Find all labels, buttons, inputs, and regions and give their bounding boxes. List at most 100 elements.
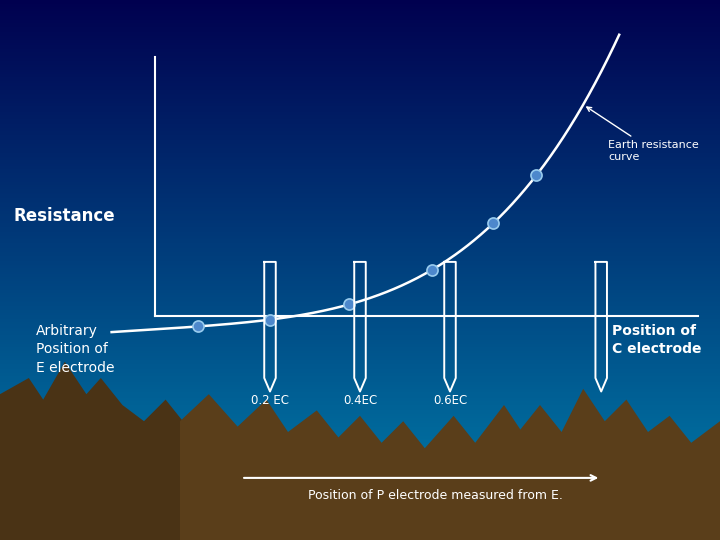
Bar <box>0 204 720 205</box>
Bar <box>0 201 720 204</box>
Bar <box>0 434 720 436</box>
Bar <box>0 515 720 517</box>
Bar <box>0 115 720 117</box>
Bar <box>0 173 720 174</box>
Bar <box>0 455 720 457</box>
Polygon shape <box>180 394 540 540</box>
Bar <box>0 238 720 239</box>
Bar <box>0 72 720 74</box>
Bar <box>0 54 720 56</box>
Bar <box>0 259 720 261</box>
Bar <box>0 511 720 513</box>
Bar <box>0 333 720 335</box>
Bar <box>0 18 720 20</box>
Bar <box>0 248 720 250</box>
Bar <box>0 304 720 306</box>
Bar <box>0 320 720 322</box>
Bar <box>0 470 720 471</box>
Text: 0.2 EC: 0.2 EC <box>251 394 289 407</box>
Bar <box>0 85 720 86</box>
Bar <box>0 342 720 344</box>
Bar <box>0 531 720 533</box>
Bar <box>0 193 720 194</box>
Bar <box>0 508 720 509</box>
Bar <box>0 535 720 536</box>
Bar <box>0 398 720 400</box>
Bar <box>0 58 720 59</box>
Bar <box>0 366 720 367</box>
Bar <box>0 525 720 528</box>
Bar <box>0 157 720 158</box>
Bar <box>0 255 720 258</box>
Bar <box>0 522 720 524</box>
Bar <box>0 158 720 160</box>
Bar <box>0 49 720 50</box>
Bar <box>0 61 720 63</box>
Bar <box>0 482 720 484</box>
Bar <box>0 481 720 482</box>
Bar <box>0 407 720 409</box>
Bar <box>0 486 720 488</box>
Bar <box>0 322 720 324</box>
Bar <box>0 347 720 349</box>
Bar <box>0 498 720 501</box>
Bar <box>0 86 720 88</box>
Bar <box>0 437 720 439</box>
Bar <box>0 34 720 36</box>
Bar <box>0 108 720 110</box>
Bar <box>0 155 720 157</box>
Bar <box>0 356 720 358</box>
Bar <box>0 428 720 430</box>
Bar <box>0 353 720 355</box>
Bar <box>0 490 720 491</box>
Bar <box>0 360 720 362</box>
Bar <box>0 9 720 11</box>
Bar <box>0 425 720 427</box>
Bar <box>0 106 720 108</box>
Bar <box>0 131 720 133</box>
Bar <box>0 528 720 529</box>
Bar <box>0 38 720 39</box>
Bar <box>0 123 720 124</box>
Bar <box>0 99 720 101</box>
Text: Arbitrary
Position of
E electrode: Arbitrary Position of E electrode <box>36 324 114 375</box>
Bar <box>0 113 720 115</box>
Bar <box>0 495 720 497</box>
Bar <box>0 292 720 293</box>
Bar <box>0 383 720 385</box>
Bar <box>0 103 720 104</box>
Bar <box>0 200 720 201</box>
Bar <box>0 169 720 171</box>
Bar <box>0 312 720 313</box>
Bar <box>0 142 720 144</box>
Bar <box>0 221 720 223</box>
Bar <box>0 63 720 65</box>
Polygon shape <box>518 389 720 540</box>
Bar <box>0 436 720 437</box>
Bar <box>0 412 720 414</box>
Bar <box>0 65 720 66</box>
Bar <box>0 81 720 83</box>
Bar <box>0 409 720 410</box>
Bar <box>0 92 720 93</box>
Bar <box>0 90 720 92</box>
Bar <box>0 59 720 61</box>
Bar <box>0 77 720 79</box>
Bar <box>0 504 720 506</box>
Bar <box>0 2 720 4</box>
Bar <box>0 241 720 243</box>
Bar <box>0 414 720 416</box>
Bar <box>0 509 720 511</box>
Bar <box>0 20 720 22</box>
Bar <box>0 513 720 515</box>
Bar <box>0 403 720 405</box>
Bar <box>0 139 720 140</box>
Bar <box>0 390 720 393</box>
Bar <box>0 477 720 479</box>
Bar <box>0 346 720 347</box>
Bar <box>0 328 720 329</box>
Bar <box>0 475 720 477</box>
Bar <box>0 70 720 72</box>
Bar <box>0 15 720 16</box>
Bar <box>0 484 720 486</box>
